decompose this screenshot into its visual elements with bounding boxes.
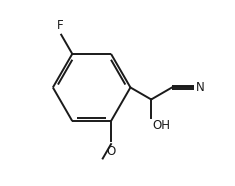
Text: O: O [106,145,116,158]
Text: OH: OH [152,119,170,132]
Text: N: N [196,81,205,94]
Text: F: F [57,19,64,32]
